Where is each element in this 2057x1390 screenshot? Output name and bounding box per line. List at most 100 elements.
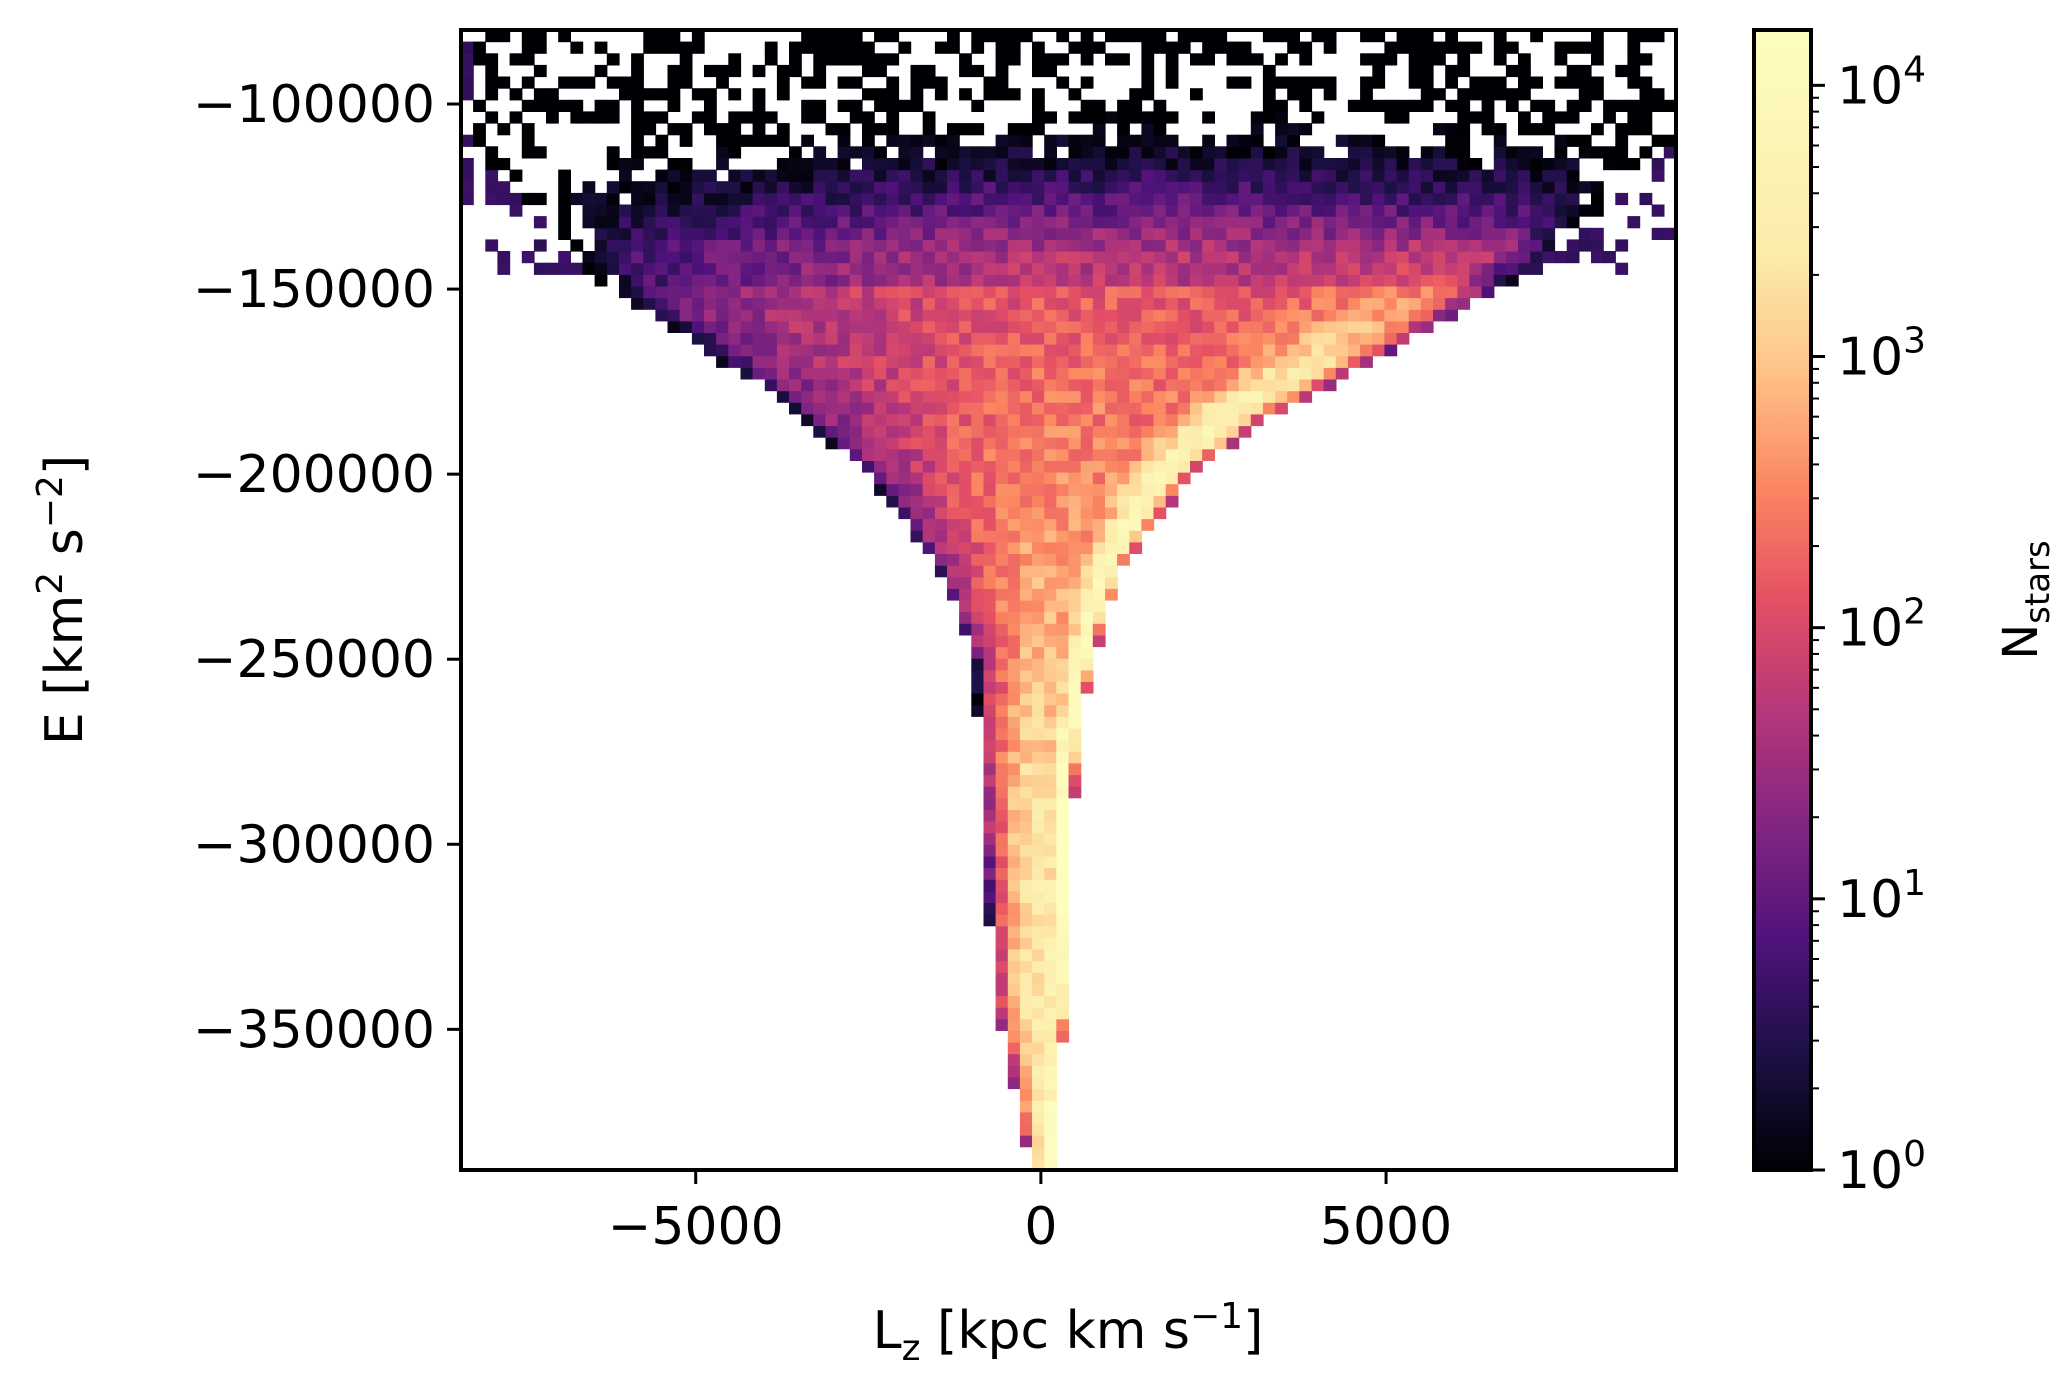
heatmap-cell [934,262,948,275]
heatmap-cell [764,169,778,182]
heatmap-cell [1615,64,1629,78]
heatmap-cell [1044,797,1057,810]
heatmap-cell [1347,192,1361,206]
heatmap-cell [837,285,851,299]
heatmap-cell [1275,262,1288,275]
heatmap-cell [1323,88,1337,101]
heatmap-cell [1007,983,1021,997]
heatmap-cell [995,600,1009,613]
heatmap-cell [1190,297,1203,310]
heatmap-cell [874,379,887,392]
heatmap-cell [679,239,693,252]
heatmap-cell [1068,146,1082,159]
heatmap-cell [1202,355,1215,368]
heatmap-cell [1092,437,1106,450]
heatmap-cell [1007,634,1021,648]
heatmap-cell [619,262,632,275]
heatmap-cell [1481,216,1495,229]
heatmap-cell [594,192,608,206]
heatmap-cell [1032,192,1045,206]
heatmap-cell [1007,786,1021,799]
heatmap-cell [728,332,742,345]
heatmap-cell [983,716,997,729]
heatmap-cell [473,41,486,54]
heatmap-cell [1129,367,1143,380]
heatmap-cell [1347,309,1361,322]
heatmap-cell [1226,402,1240,415]
heatmap-cell [1275,239,1288,252]
heatmap-cell [1226,134,1240,147]
heatmap-cell [1129,506,1143,520]
heatmap-cell [1044,495,1057,508]
heatmap-cell [655,169,669,182]
heatmap-cell [801,379,814,392]
heatmap-cell [1518,76,1531,89]
heatmap-cell [1177,216,1191,229]
heatmap-cell [1117,553,1130,566]
heatmap-cell [789,53,802,66]
heatmap-cell [959,64,972,78]
heatmap-cell [1141,53,1155,66]
heatmap-cell [1129,530,1143,543]
heatmap-cell [1080,192,1094,206]
heatmap-cell [1420,262,1434,275]
heatmap-cell [716,158,729,171]
heatmap-cell [679,53,693,66]
heatmap-cell [813,158,827,171]
heatmap-cell [971,379,985,392]
heatmap-cell [1372,181,1386,194]
heatmap-cell [910,134,924,147]
heatmap-cell [1262,30,1276,43]
heatmap-cell [1226,309,1240,322]
heatmap-cell [983,181,997,194]
heatmap-cell [886,483,900,496]
heatmap-cell [594,274,608,287]
heatmap-cell [801,216,814,229]
heatmap-cell [1080,251,1094,264]
heatmap-cell [1007,1018,1021,1031]
heatmap-cell [995,76,1009,89]
heatmap-cell [1433,285,1446,299]
heatmap-cell [1262,309,1276,322]
heatmap-cell [691,30,705,43]
heatmap-cell [1238,402,1252,415]
heatmap-cell [1275,76,1288,89]
heatmap-cell [995,262,1009,275]
heatmap-cell [934,134,948,147]
heatmap-cell [1372,53,1386,66]
heatmap-cell [862,111,875,124]
heatmap-cell [1153,239,1167,252]
heatmap-cell [898,181,912,194]
heatmap-cell [1469,88,1483,101]
heatmap-cell [1287,146,1300,159]
heatmap-cell [1056,739,1070,752]
heatmap-cell [1044,600,1057,613]
heatmap-cell [1044,227,1057,240]
heatmap-cell [1554,41,1568,54]
heatmap-cell [594,216,608,229]
heatmap-cell [1384,169,1398,182]
heatmap-cell [1214,379,1228,392]
heatmap-cell [631,251,644,264]
heatmap-cell [910,320,924,333]
heatmap-cell [606,146,620,159]
heatmap-cell [1445,192,1458,206]
heatmap-cell [837,251,851,264]
heatmap-cell [1129,99,1143,112]
heatmap-cell [764,216,778,229]
heatmap-cell [1019,437,1033,450]
heatmap-cell [1226,355,1240,368]
heatmap-cell [1019,285,1033,299]
heatmap-cell [1019,413,1033,427]
heatmap-cell [1311,367,1325,380]
heatmap-cell [1445,158,1458,171]
heatmap-cell [1032,1018,1045,1031]
heatmap-cell [1287,41,1300,54]
heatmap-cell [1019,204,1033,217]
heatmap-cell [1007,681,1021,694]
heatmap-cell [740,111,754,124]
heatmap-cell [971,588,985,601]
heatmap-cell [1335,181,1349,194]
heatmap-cell [1190,355,1203,368]
